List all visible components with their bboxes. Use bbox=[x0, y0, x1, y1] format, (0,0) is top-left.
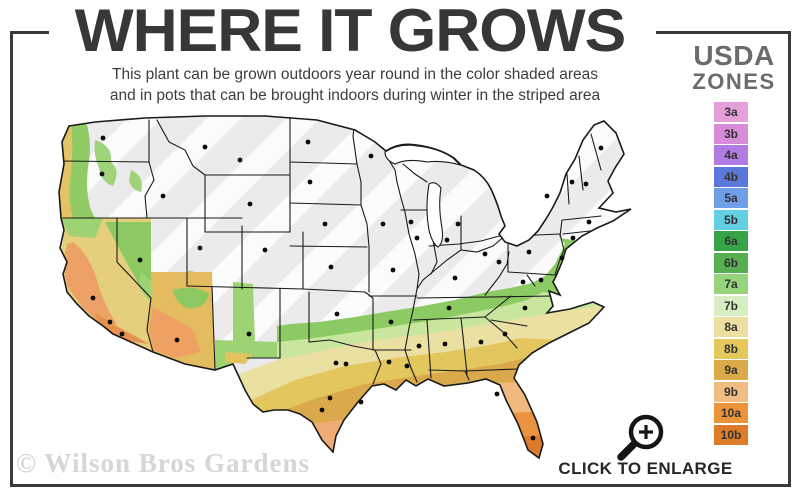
zone-chip-8a: 8a bbox=[714, 317, 748, 337]
zone-chip-10b: 10b bbox=[714, 424, 748, 445]
subtitle: This plant can be grown outdoors year ro… bbox=[40, 64, 670, 106]
city-dots bbox=[90, 135, 604, 441]
page-title: WHERE IT GROWS bbox=[74, 0, 627, 64]
great-lakes bbox=[384, 144, 461, 248]
frame-top-right-segment bbox=[656, 31, 788, 34]
subtitle-line-2: and in pots that can be brought indoors … bbox=[109, 87, 601, 104]
zoom-in-icon[interactable] bbox=[610, 410, 672, 468]
state-borders bbox=[62, 116, 602, 385]
frame-top-left-segment bbox=[13, 31, 49, 34]
zone-list: 3a 3b 4a 4b 5a 5b 6a 6b 7a 7b 8a 8b 9a 9b 10a 10b bbox=[714, 102, 748, 445]
zone-chip-6b: 6b bbox=[714, 252, 748, 273]
legend-title-usda: USDA bbox=[693, 40, 775, 71]
zone-chip-9b: 9b bbox=[714, 381, 748, 402]
click-to-enlarge-label[interactable]: CLICK TO ENLARGE bbox=[558, 459, 733, 478]
zone-chip-4a: 4a bbox=[714, 145, 748, 165]
usda-zones-map[interactable] bbox=[55, 112, 647, 464]
zone-chip-9a: 9a bbox=[714, 360, 748, 380]
usda-zones-legend-title: USDA ZONES bbox=[686, 42, 782, 94]
us-outline bbox=[58, 115, 632, 460]
zone-chip-3a: 3a bbox=[714, 102, 748, 122]
zone-chip-4b: 4b bbox=[714, 166, 748, 187]
subtitle-line-1: This plant can be grown outdoors year ro… bbox=[112, 66, 598, 83]
zone-chip-10a: 10a bbox=[714, 403, 748, 423]
zone-chip-6a: 6a bbox=[714, 231, 748, 251]
zone-chip-7b: 7b bbox=[714, 295, 748, 316]
zone-chip-8b: 8b bbox=[714, 338, 748, 359]
zone-chip-5a: 5a bbox=[714, 188, 748, 208]
legend-title-zones: ZONES bbox=[692, 69, 776, 94]
decorative-frame bbox=[10, 31, 791, 487]
zone-chip-7a: 7a bbox=[714, 274, 748, 294]
zone-chip-5b: 5b bbox=[714, 209, 748, 230]
zone-chip-3b: 3b bbox=[714, 123, 748, 144]
